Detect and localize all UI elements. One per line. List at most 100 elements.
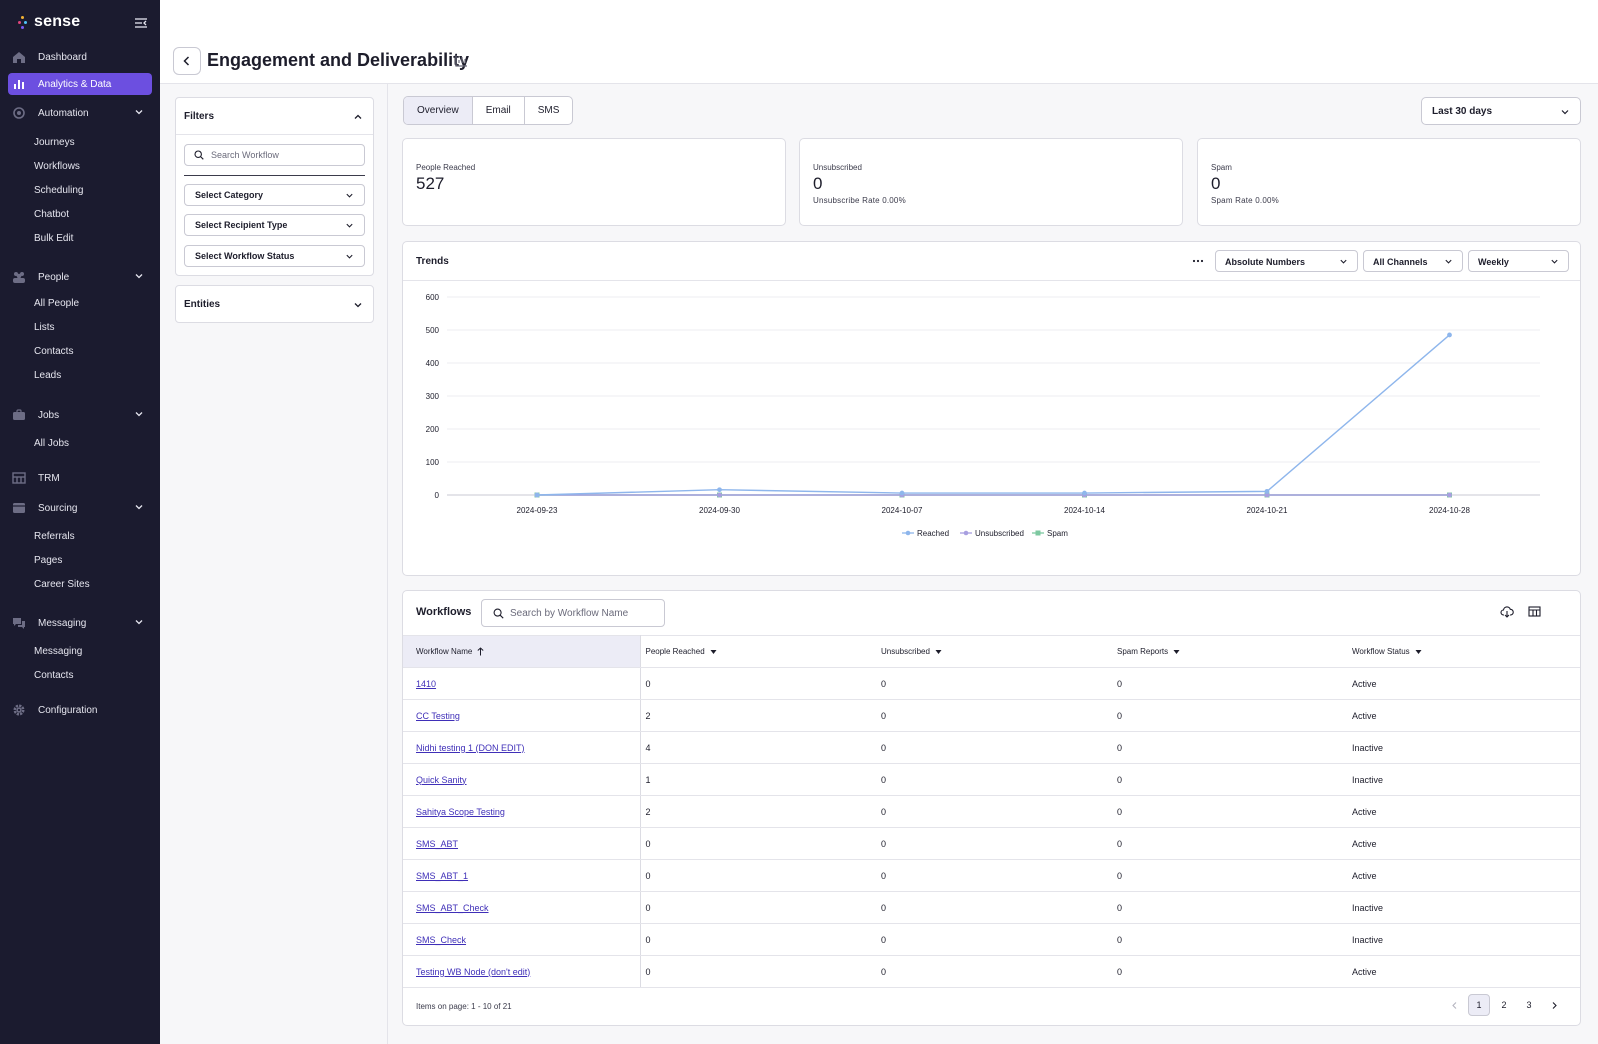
workflow-name-link[interactable]: SMS_ABT: [416, 838, 459, 849]
nav-jobs[interactable]: Jobs: [8, 404, 152, 426]
nav-configuration[interactable]: Configuration: [8, 699, 152, 721]
workflow-name-link[interactable]: 1410: [416, 678, 437, 689]
select-recipient-type-dropdown[interactable]: Select Recipient Type: [184, 214, 365, 236]
sort-ascending-icon[interactable]: [476, 647, 485, 656]
col-unsubscribed[interactable]: Unsubscribed: [876, 635, 1112, 668]
interval-dropdown[interactable]: Weekly: [1468, 250, 1569, 272]
chevron-down-icon[interactable]: [134, 617, 144, 627]
table-header-row: Workflow Name People Reached Unsubscribe…: [403, 635, 1580, 668]
chevron-down-icon[interactable]: [134, 271, 144, 281]
sort-caret-icon[interactable]: [1414, 647, 1423, 656]
nav-messaging[interactable]: Messaging: [8, 612, 152, 634]
nav-referrals[interactable]: Referrals: [34, 531, 75, 542]
col-label: Workflow Name: [416, 646, 473, 656]
nav-analytics[interactable]: Analytics & Data: [8, 73, 152, 95]
spam-reports-cell: 0: [1112, 955, 1347, 988]
nav-messaging-contacts[interactable]: Contacts: [34, 670, 74, 681]
spam-reports-cell: 0: [1112, 731, 1347, 764]
channels-dropdown[interactable]: All Channels: [1363, 250, 1463, 272]
chevron-down-icon: [346, 254, 353, 259]
nav-configuration-label: Configuration: [38, 704, 98, 716]
workflow-status-cell: Inactive: [1347, 923, 1580, 956]
spam-reports-cell: 0: [1112, 891, 1347, 924]
col-people-reached[interactable]: People Reached: [640, 635, 876, 668]
select-workflow-status-dropdown[interactable]: Select Workflow Status: [184, 245, 365, 267]
page-1-button[interactable]: 1: [1468, 994, 1490, 1016]
channel-tabs: Overview Email SMS: [403, 96, 574, 125]
nav-automation[interactable]: Automation: [8, 102, 152, 124]
sort-caret-icon[interactable]: [709, 647, 718, 656]
workflow-name-cell: SMS_Check: [403, 923, 641, 956]
workflow-name-link[interactable]: CC Testing: [416, 710, 460, 721]
date-range-dropdown[interactable]: Last 30 days: [1421, 97, 1581, 125]
table-row: SMS_ABT_1 0 0 0 Active: [403, 859, 1580, 892]
nav-sourcing[interactable]: Sourcing: [8, 497, 152, 519]
col-workflow-name[interactable]: Workflow Name: [403, 635, 641, 668]
select-category-dropdown[interactable]: Select Category: [184, 184, 365, 206]
nav-all-jobs[interactable]: All Jobs: [34, 438, 70, 449]
chevron-up-icon[interactable]: [353, 112, 363, 122]
search-workflow-input[interactable]: Search Workflow: [184, 144, 365, 166]
spam-reports-cell: 0: [1112, 667, 1347, 700]
bar-chart-icon: [12, 77, 26, 91]
workflow-name-cell: Quick Sanity: [403, 763, 641, 796]
nav-messaging-sub[interactable]: Messaging: [34, 646, 83, 657]
nav-journeys[interactable]: Journeys: [34, 137, 75, 148]
chevron-down-icon: [1340, 259, 1347, 264]
workflow-name-link[interactable]: SMS_Check: [416, 934, 467, 945]
workflow-name-search-input[interactable]: Search by Workflow Name: [481, 599, 665, 627]
workflow-name-link[interactable]: Sahitya Scope Testing: [416, 806, 505, 817]
sort-caret-icon[interactable]: [1172, 647, 1181, 656]
nav-leads[interactable]: Leads: [34, 370, 62, 381]
people-reached-cell: 1: [640, 763, 876, 796]
logo[interactable]: sense: [18, 13, 80, 31]
back-button[interactable]: [173, 47, 201, 75]
chevron-down-icon[interactable]: [134, 409, 144, 419]
more-options-icon[interactable]: [1192, 255, 1204, 267]
collapse-sidebar-icon[interactable]: [134, 16, 148, 30]
chevron-down-icon[interactable]: [134, 107, 144, 117]
x-tick-label: 2024-10-07: [882, 506, 923, 515]
nav-lists[interactable]: Lists: [34, 322, 55, 333]
x-tick-label: 2024-10-21: [1247, 506, 1288, 515]
chevron-down-icon[interactable]: [134, 502, 144, 512]
cloud-download-icon[interactable]: [1500, 605, 1514, 619]
nav-scheduling[interactable]: Scheduling: [34, 185, 84, 196]
metric-mode-dropdown[interactable]: Absolute Numbers: [1215, 250, 1358, 272]
page-3-button[interactable]: 3: [1526, 1000, 1532, 1010]
workflow-name-link[interactable]: SMS_ABT_Check: [416, 902, 489, 913]
nav-all-people[interactable]: All People: [34, 298, 80, 309]
nav-dashboard[interactable]: Dashboard: [8, 46, 152, 68]
page-2-button[interactable]: 2: [1501, 1000, 1507, 1010]
automation-icon: [12, 106, 26, 120]
col-spam-reports[interactable]: Spam Reports: [1112, 635, 1347, 668]
tab-email[interactable]: Email: [473, 97, 525, 124]
workflow-name-link[interactable]: Nidhi testing 1 (DON EDIT): [416, 742, 525, 753]
col-workflow-status[interactable]: Workflow Status: [1347, 635, 1580, 668]
nav-people[interactable]: People: [8, 266, 152, 288]
nav-contacts[interactable]: Contacts: [34, 346, 74, 357]
nav-chatbot[interactable]: Chatbot: [34, 209, 70, 220]
logo-mark-icon: [18, 16, 28, 29]
workflow-name-link[interactable]: Testing WB Node (don't edit): [416, 966, 531, 977]
table-columns-icon[interactable]: [1528, 605, 1541, 618]
workflow-name-link[interactable]: SMS_ABT_1: [416, 870, 469, 881]
nav-career-sites[interactable]: Career Sites: [34, 579, 90, 590]
nav-pages[interactable]: Pages: [34, 555, 63, 566]
legend-marker: [905, 530, 911, 536]
divider: [403, 280, 1580, 281]
data-point-reached: [1447, 332, 1452, 338]
next-page-button[interactable]: [1543, 994, 1565, 1016]
nav-trm[interactable]: TRM: [8, 467, 152, 489]
col-label: Unsubscribed: [881, 646, 930, 656]
prev-page-button[interactable]: [1443, 994, 1465, 1016]
tab-sms[interactable]: SMS: [537, 105, 560, 116]
nav-bulk-edit[interactable]: Bulk Edit: [34, 233, 74, 244]
workflow-name-link[interactable]: Quick Sanity: [416, 774, 467, 785]
workflow-name-cell: CC Testing: [403, 699, 641, 732]
sort-caret-icon[interactable]: [934, 647, 943, 656]
nav-workflows[interactable]: Workflows: [34, 161, 80, 172]
chevron-down-icon[interactable]: [353, 300, 363, 310]
entities-panel[interactable]: Entities: [175, 285, 374, 323]
tab-overview[interactable]: Overview: [404, 97, 473, 124]
